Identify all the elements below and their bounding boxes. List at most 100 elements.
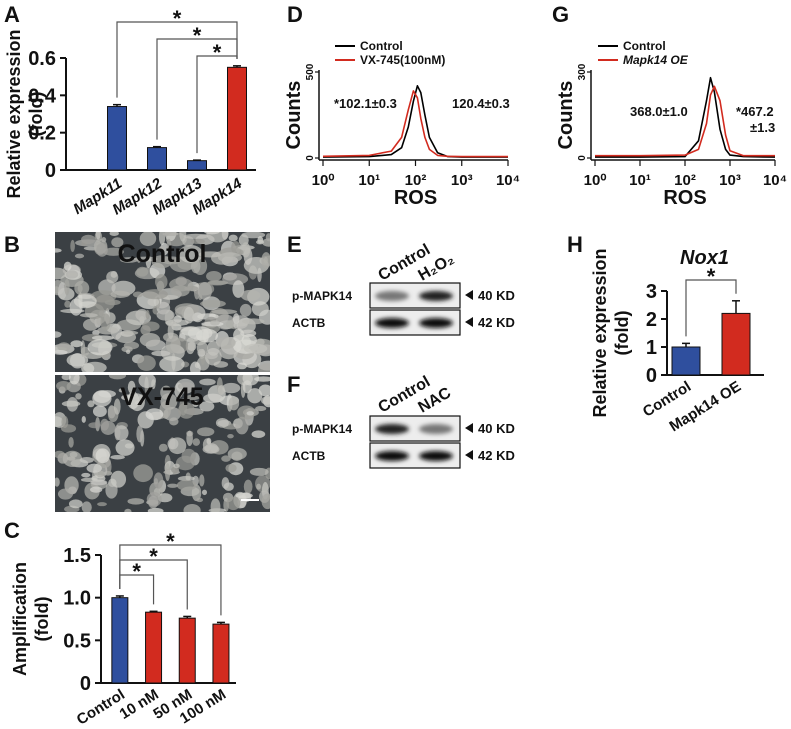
cell-cluster: [100, 313, 111, 331]
cell-cluster: [81, 501, 92, 512]
y-axis-label: Counts: [555, 81, 577, 150]
significance-bracket: [196, 55, 238, 154]
cell-cluster: [127, 498, 145, 505]
y-tick-label: 1.5: [63, 545, 91, 567]
cell-cluster: [192, 312, 204, 323]
cell-cluster: [242, 380, 252, 394]
cell-cluster: [196, 341, 208, 355]
cell-cluster: [256, 483, 262, 490]
row-label: p-MAPK14: [292, 422, 352, 436]
cell-cluster: [173, 463, 180, 469]
cell-cluster: [136, 266, 149, 277]
cell-cluster: [153, 472, 164, 489]
cell-cluster: [69, 451, 78, 458]
cell-cluster: [181, 448, 196, 463]
cell-cluster: [170, 466, 180, 474]
histogram-line: [595, 85, 775, 157]
y-axis-label: (fold): [32, 597, 52, 642]
cell-cluster: [123, 341, 140, 350]
significance-label: *: [132, 559, 141, 584]
x-tick-label: 10³: [719, 172, 741, 189]
x-tick-label: 10⁰: [312, 172, 335, 189]
cell-cluster: [233, 322, 238, 329]
cell-cluster: [241, 333, 257, 347]
micrograph-label: VX-745: [120, 383, 203, 411]
y-tick-label: 0.6: [28, 48, 56, 70]
cell-cluster: [160, 385, 173, 400]
annotation: ±1.3: [750, 120, 775, 135]
bar: [721, 312, 751, 376]
row-label: ACTB: [292, 449, 326, 463]
cell-cluster: [185, 337, 195, 355]
cell-cluster: [151, 379, 156, 390]
cell-cluster: [261, 252, 270, 269]
cell-cluster: [221, 232, 229, 240]
cell-cluster: [202, 444, 220, 454]
significance-label: *: [149, 544, 158, 569]
x-axis-label: ROS: [394, 187, 437, 209]
cell-cluster: [75, 393, 82, 400]
x-tick-label: 10²: [674, 172, 696, 189]
cell-cluster: [247, 388, 263, 404]
blot-band: [419, 451, 453, 461]
significance-bracket: [685, 279, 737, 337]
blot-band: [419, 318, 453, 328]
cell-cluster: [68, 375, 80, 385]
cell-cluster: [164, 463, 171, 481]
cell-cluster: [90, 486, 103, 493]
panel-letter: G: [552, 2, 569, 27]
bar: [227, 66, 247, 171]
cell-cluster: [68, 499, 83, 509]
row-label: ACTB: [292, 316, 326, 330]
x-tick-label: 10⁰: [584, 172, 607, 189]
chart-title: Nox1: [680, 247, 729, 269]
cell-cluster: [178, 244, 203, 263]
cell-cluster: [55, 331, 62, 338]
cell-cluster: [243, 479, 253, 494]
cell-cluster: [179, 232, 187, 242]
cell-cluster: [196, 497, 204, 503]
cell-cluster: [95, 448, 110, 464]
cell-cluster: [87, 339, 113, 356]
cell-cluster: [190, 238, 205, 245]
cell-cluster: [56, 380, 71, 391]
panel-letter: F: [287, 372, 300, 397]
panel-letter: H: [567, 232, 583, 257]
cell-cluster: [57, 488, 73, 500]
cell-cluster: [115, 439, 135, 456]
cell-cluster: [177, 382, 195, 391]
y-tick-label: 0: [305, 155, 316, 161]
cell-cluster: [160, 242, 169, 256]
cell-cluster: [241, 242, 251, 258]
cell-cluster: [81, 234, 96, 245]
cell-cluster: [97, 502, 107, 507]
cell-cluster: [216, 336, 236, 349]
annotation: *467.2: [736, 104, 774, 119]
cell-cluster: [81, 415, 86, 423]
cell-cluster: [109, 232, 119, 236]
cell-cluster: [255, 406, 267, 412]
cell-cluster: [113, 398, 121, 415]
significance-label: *: [173, 6, 182, 31]
cell-cluster: [142, 321, 160, 332]
y-tick-label: 0: [45, 160, 56, 182]
cell-cluster: [169, 277, 194, 292]
cell-cluster: [100, 418, 110, 431]
cell-cluster: [210, 320, 220, 326]
cell-cluster: [145, 255, 152, 269]
cell-cluster: [243, 343, 268, 354]
cell-cluster: [147, 507, 164, 512]
y-tick-label: 0.4: [28, 85, 57, 107]
micrograph: [55, 375, 270, 512]
cell-cluster: [63, 261, 72, 271]
cell-cluster: [201, 489, 208, 496]
cell-cluster: [57, 342, 71, 352]
cell-cluster: [136, 425, 144, 443]
cell-cluster: [94, 294, 115, 311]
cell-cluster: [93, 390, 111, 403]
cell-cluster: [110, 290, 130, 298]
cell-cluster: [66, 270, 79, 279]
x-tick-label: 10²: [405, 172, 427, 189]
x-tick-label: 10⁴: [763, 172, 787, 189]
cell-cluster: [95, 232, 101, 240]
